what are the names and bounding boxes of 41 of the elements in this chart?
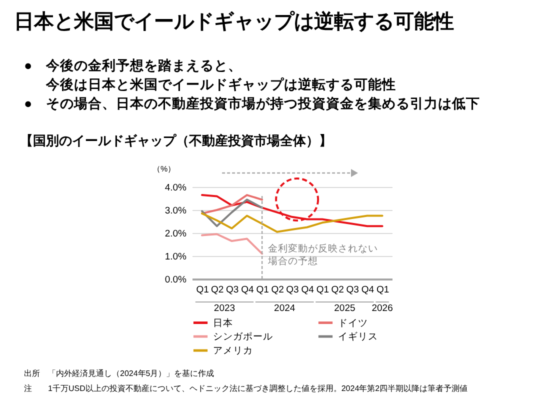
x-tick-label: Q3: [286, 284, 299, 296]
x-tick-label: Q1: [256, 284, 269, 296]
annotation: 場合の予想: [266, 255, 318, 267]
x-tick-label: Q1: [316, 284, 330, 296]
x-tick-label: Q2: [271, 284, 284, 296]
text: 出所 「内外経済見通し（2024年5月）」を基に作成: [24, 369, 214, 378]
x-tick-label: Q1: [376, 284, 390, 296]
chart-subtitle: 【国別のイールドギャップ（不動産投資市場全体）】: [20, 132, 332, 150]
y-tick-label: 2.0%: [164, 228, 188, 240]
x-tick-label: Q3: [226, 284, 239, 296]
text: 今後は日本と米国でイールドギャップは逆転する可能性: [44, 76, 397, 94]
x-tick-label: Q4: [241, 284, 254, 296]
line-series: [201, 233, 264, 255]
x-tick-label: Q2: [331, 284, 344, 296]
text: 2026: [372, 303, 393, 314]
y-tick-label: 0.0%: [164, 274, 188, 286]
line-series: [201, 198, 264, 228]
legend-label: 日本: [213, 316, 233, 329]
line-series: [201, 194, 384, 228]
legend-label: イギリス: [338, 330, 378, 342]
text: ● 今後の金利予想を踏まえると、: [24, 57, 244, 75]
y-tick-label: 3.0%: [164, 206, 188, 216]
y-tick-label: 1.0%: [164, 252, 188, 262]
text: 注 1千万USD以上の投資不動産について、ヘドニック法に基づき調整した値を採用。2024年第2四半期以降は筆者予測値: [24, 384, 468, 393]
line-series: [201, 212, 384, 233]
y-axis-title: （%）: [152, 164, 176, 174]
text: 2024: [274, 303, 296, 314]
y-tick-label: 4.0%: [164, 182, 188, 194]
legend-label: アメリカ: [213, 346, 253, 356]
text: 2023: [214, 303, 236, 314]
legend-label: シンガポール: [213, 332, 273, 342]
x-tick-label: Q4: [301, 284, 314, 296]
x-tick-label: Q4: [361, 284, 374, 296]
x-tick-label: Q2: [210, 284, 224, 296]
x-tick-label: Q3: [346, 284, 359, 296]
annotation: 金利変動が反映されない: [268, 242, 378, 254]
x-tick-label: Q1: [196, 284, 209, 296]
legend-label: ドイツ: [338, 318, 368, 329]
text: 2025: [334, 303, 356, 314]
text: ● その場合、日本の不動産投資市場が持つ投資資金を集める引力は低下: [24, 95, 480, 113]
chart-title: 日本と米国でイールドギャップは逆転する可能性: [14, 10, 454, 35]
